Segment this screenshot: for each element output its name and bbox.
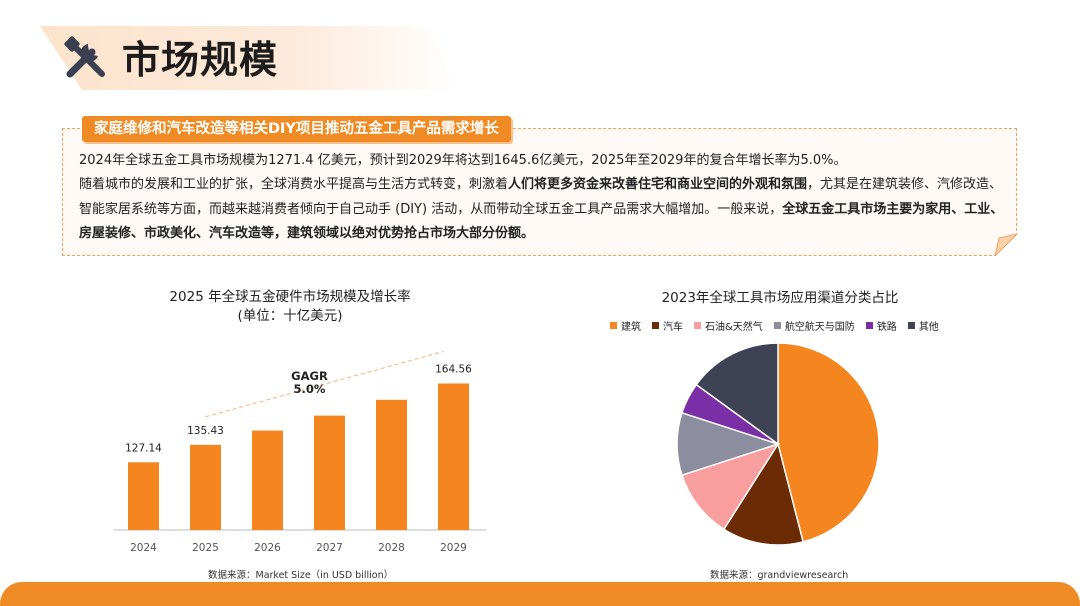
bar-chart-source: 数据来源：Market Size（in USD billion） <box>208 570 394 581</box>
tools-icon <box>64 36 105 78</box>
x-tick-label: 2026 <box>254 542 281 554</box>
bar <box>128 462 159 530</box>
legend-swatch <box>907 322 915 329</box>
footer-bar <box>0 582 1080 606</box>
bar-chart: 2024 127.14 2025 135.43 2026 2027 2028 2029 164.… <box>114 350 486 554</box>
legend-item: 航空航天与国防 <box>773 318 855 333</box>
bar <box>438 383 469 530</box>
summary-highlight: 人们将更多资金来改善住宅和商业空间的外观和氛围 <box>508 177 808 192</box>
pie-slice <box>695 342 779 446</box>
data-label: 127.14 <box>125 442 162 454</box>
legend-item: 铁路 <box>865 318 897 333</box>
pie-chart <box>676 342 880 546</box>
data-label: 135.43 <box>187 425 224 437</box>
pie-slice <box>777 342 880 543</box>
legend-item: 汽车 <box>652 318 683 333</box>
summary-paragraph-2: 随着城市的发展和工业的扩张，全球消费水平提高与生活方式转变，刺激着人们将更多资金… <box>79 173 1009 247</box>
legend-label: 其他 <box>918 322 939 333</box>
bar <box>376 399 407 530</box>
summary-text: ，尤其是在建筑装修、汽修改造、智能家居系统等方面，而越来越消费者倾向于自己动手 … <box>79 177 1003 217</box>
cagr-label: GAGR <box>291 369 328 383</box>
summary-line-1: 2024年全球五金工具市场规模为1271.4 亿美元，预计到2029年将达到16… <box>79 153 847 168</box>
legend-swatch <box>865 322 873 329</box>
legend-swatch <box>652 322 659 329</box>
pie-slice <box>722 442 805 546</box>
x-tick-label: 2027 <box>316 542 343 554</box>
summary-box <box>62 128 1017 256</box>
legend-label: 航空航天与国防 <box>784 322 855 333</box>
summary-subtitle: 家庭维修和汽车改造等相关DIY项目推动五金工具产品需求增长 <box>82 116 511 142</box>
bar <box>190 444 221 530</box>
cagr-trend-line <box>205 350 444 418</box>
x-tick-label: 2024 <box>130 542 157 554</box>
bar <box>314 415 345 530</box>
pie-chart-source: 数据来源：grandviewresearch <box>710 570 849 581</box>
legend-label: 铁路 <box>876 322 897 333</box>
legend-swatch <box>694 322 701 329</box>
summary-highlight: 全球五金工具市场主要为家用、工业、房屋装修、市政美化、汽车改造等，建筑领域以绝对… <box>79 201 1004 242</box>
page-fold-icon <box>995 234 1017 256</box>
legend-swatch <box>610 322 617 329</box>
legend-item: 建筑 <box>610 318 641 333</box>
x-tick-label: 2028 <box>378 542 405 554</box>
page-title: 市场规模 <box>122 38 279 82</box>
legend-item: 石油&天然气 <box>694 318 763 333</box>
bar-chart-title: 2025 年全球五金硬件市场规模及增长率 <box>169 289 411 305</box>
cagr-value: 5.0% <box>294 382 326 396</box>
x-tick-label: 2029 <box>440 542 467 554</box>
pie-chart-title: 2023年全球工具市场应用渠道分类占比 <box>661 290 899 306</box>
summary-text: 随着城市的发展和工业的扩张，全球消费水平提高与生活方式转变，刺激着 <box>79 177 509 192</box>
legend-swatch <box>773 322 781 329</box>
x-tick-label: 2025 <box>192 542 219 554</box>
legend-label: 石油&天然气 <box>705 322 763 333</box>
legend-label: 汽车 <box>663 322 683 333</box>
bar-chart-subtitle: (单位：十亿美元) <box>237 308 343 324</box>
title-band <box>40 26 460 90</box>
data-label: 164.56 <box>435 363 472 375</box>
pie-slice <box>680 442 780 531</box>
legend-label: 建筑 <box>621 322 641 333</box>
bar <box>252 430 283 530</box>
pie-legend: 建筑 汽车 石油&天然气 航空航天与国防 铁路 其他 <box>610 318 939 333</box>
legend-item: 其他 <box>907 318 939 333</box>
